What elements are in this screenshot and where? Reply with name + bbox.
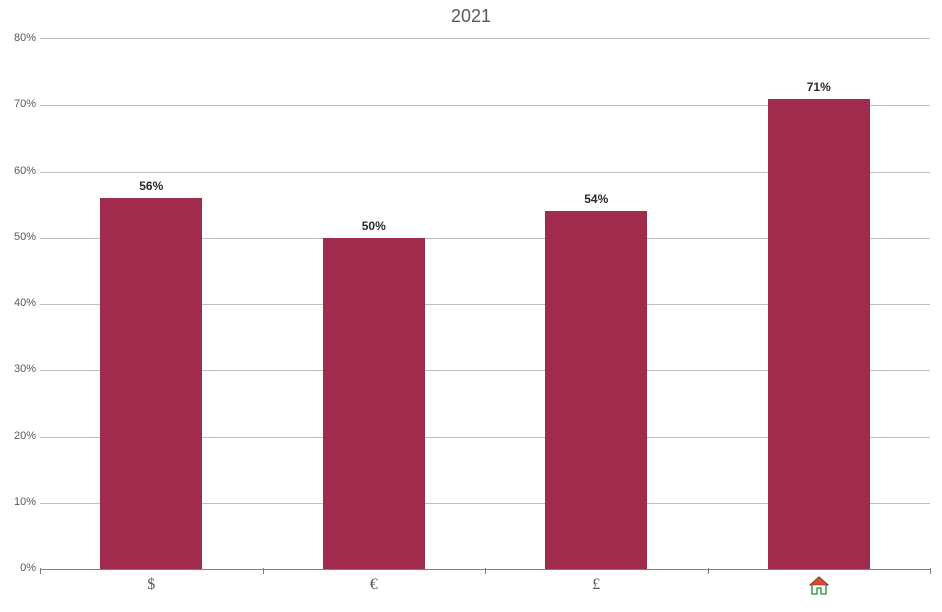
y-axis-tick-label: 0% bbox=[6, 562, 36, 574]
y-axis-tick-label: 30% bbox=[6, 363, 36, 375]
bar bbox=[768, 99, 870, 569]
x-axis-tick bbox=[708, 568, 709, 574]
x-axis-tick bbox=[263, 568, 264, 574]
bar-value-label: 71% bbox=[807, 80, 831, 94]
x-axis-tick bbox=[930, 568, 931, 574]
bar bbox=[545, 211, 647, 569]
y-axis-tick-label: 80% bbox=[6, 32, 36, 44]
bar bbox=[100, 198, 202, 569]
x-axis-tick bbox=[40, 568, 41, 574]
y-axis-tick-label: 40% bbox=[6, 297, 36, 309]
y-axis-tick-label: 20% bbox=[6, 430, 36, 442]
bar-value-label: 50% bbox=[362, 219, 386, 233]
bar-value-label: 56% bbox=[139, 179, 163, 193]
y-axis-tick-label: 50% bbox=[6, 231, 36, 243]
plot-area bbox=[40, 38, 930, 570]
x-axis-tick bbox=[485, 568, 486, 574]
y-axis-tick-label: 70% bbox=[6, 98, 36, 110]
x-axis-label: £ bbox=[592, 576, 600, 594]
bar-value-label: 54% bbox=[584, 192, 608, 206]
bar bbox=[323, 238, 425, 569]
chart-title: 2021 bbox=[0, 6, 942, 27]
house-icon bbox=[809, 576, 829, 600]
x-axis-label: $ bbox=[147, 576, 155, 594]
y-axis-tick-label: 10% bbox=[6, 496, 36, 508]
x-axis-label: € bbox=[370, 576, 378, 594]
bar-chart: 2021 0% 10% 20% 30% 40% 50% 60% 70% 80% 56% $50% €5… bbox=[0, 0, 942, 612]
y-axis-tick-label: 60% bbox=[6, 165, 36, 177]
